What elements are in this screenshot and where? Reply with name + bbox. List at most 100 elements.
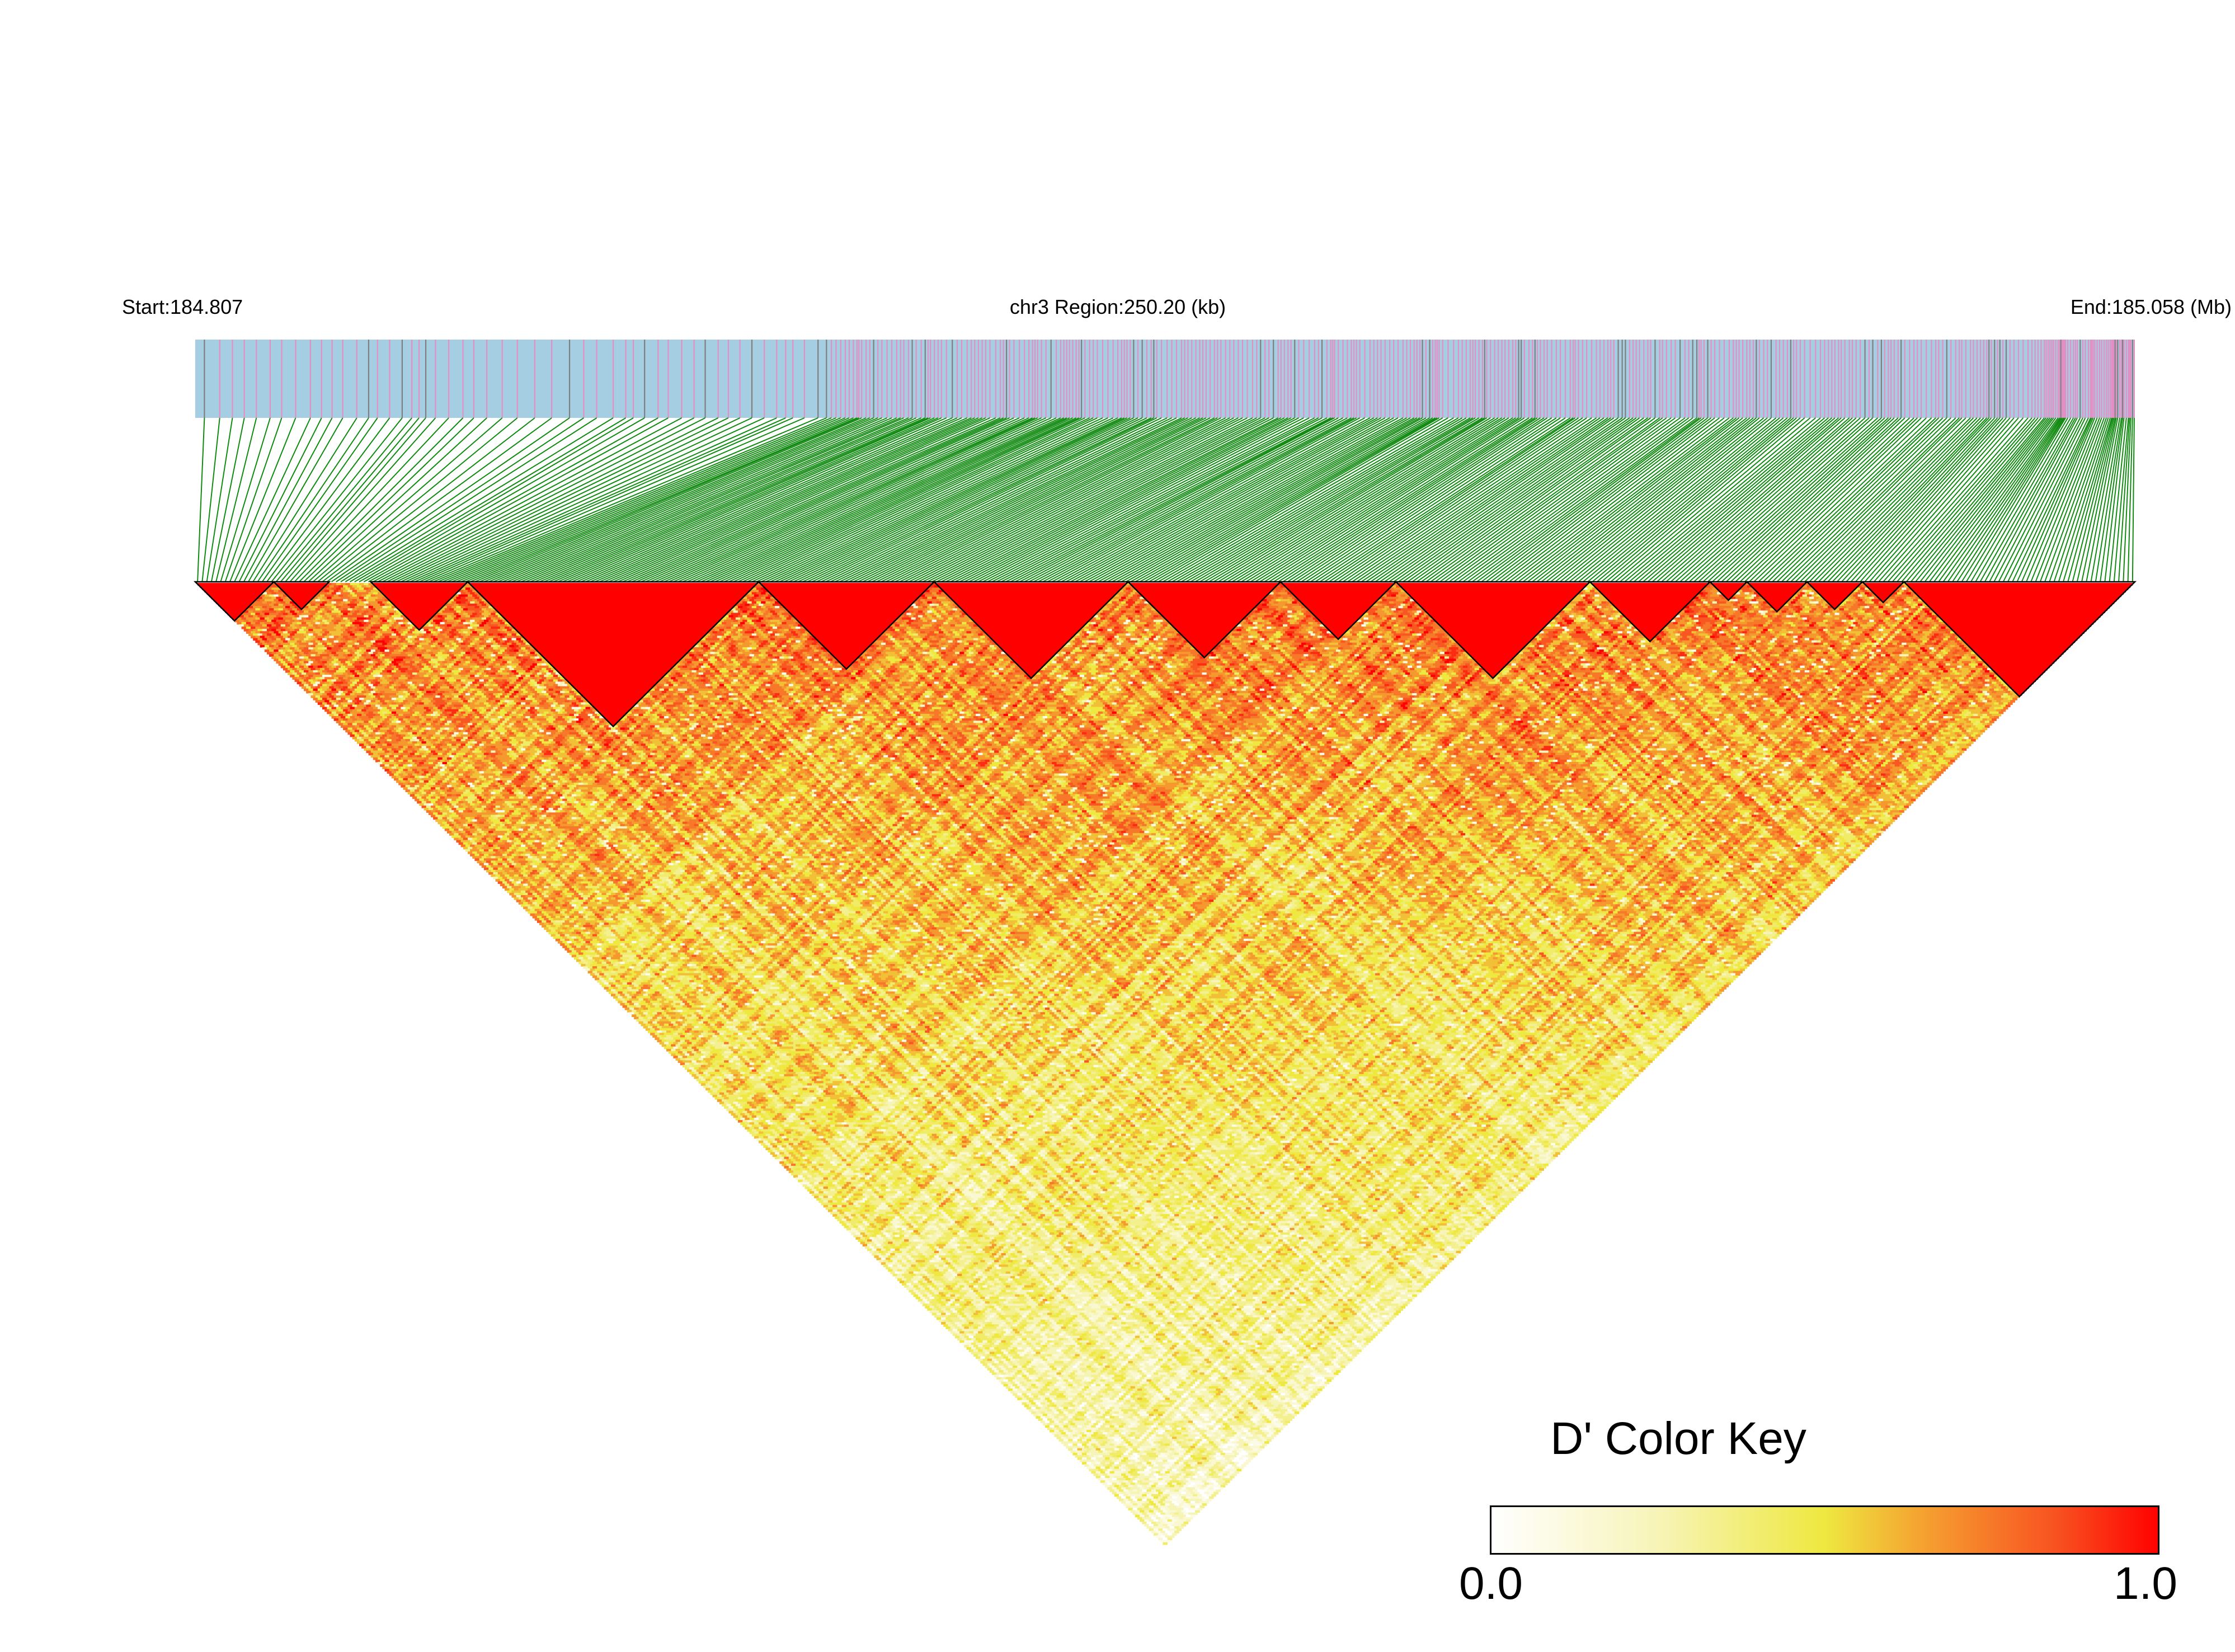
ld-cell	[1754, 624, 1759, 627]
ld-cell	[701, 643, 706, 646]
ld-cell	[1133, 604, 1138, 606]
ld-cell	[419, 643, 429, 646]
ld-cell	[1248, 627, 1253, 629]
ld-cell	[1588, 610, 1597, 613]
ld-cell	[937, 606, 942, 609]
ld-cell	[283, 590, 321, 592]
ld-cell	[1916, 592, 2124, 595]
ld-cell	[387, 620, 392, 623]
ld-cell	[1832, 615, 1842, 618]
ld-cell	[338, 608, 344, 611]
ld-cell	[274, 631, 279, 634]
ld-cell	[1151, 641, 1156, 643]
ld-cell	[1874, 601, 1879, 604]
ld-cell	[1687, 618, 1692, 620]
ld-cell	[322, 601, 327, 604]
ld-cell	[297, 613, 302, 615]
ld-cell	[724, 629, 733, 632]
ld-cell	[1340, 641, 1345, 643]
ld-cell	[1763, 610, 1768, 613]
ld-cell	[1394, 610, 1399, 613]
ld-cell	[909, 615, 914, 618]
ld-cell	[1703, 638, 1712, 641]
ld-cell	[1352, 643, 1357, 646]
ld-cell	[953, 631, 958, 634]
ld-cell	[736, 627, 741, 629]
ld-cell	[1121, 643, 1131, 646]
ld-cell	[435, 641, 440, 643]
ld-cell	[1100, 641, 1105, 643]
ld-cell	[369, 587, 374, 590]
ld-cell	[1267, 636, 1272, 638]
ld-cell	[1756, 604, 1761, 606]
ld-cell	[1895, 595, 1900, 597]
ld-cell	[1135, 601, 1140, 604]
ld-cell	[1740, 633, 1745, 636]
ld-cell	[1112, 615, 1122, 618]
ld-cell	[1273, 597, 1278, 600]
ld-cell	[341, 597, 350, 600]
ld-cell	[779, 629, 784, 632]
ld-cell	[474, 624, 479, 627]
ld-cell	[255, 608, 260, 611]
ld-cell	[288, 622, 293, 625]
ld-cell	[1707, 592, 1712, 595]
ld-cell	[1313, 631, 1318, 634]
ld-cell	[361, 595, 366, 597]
ld-cell	[770, 620, 780, 623]
ld-cell	[1084, 633, 1089, 636]
ld-cell	[1320, 643, 1325, 646]
ld-cell	[472, 599, 477, 602]
ld-cell	[334, 595, 339, 597]
ld-cell	[937, 592, 942, 595]
ld-cell	[953, 599, 1110, 602]
ld-cell	[1715, 631, 1720, 634]
ld-cell	[1163, 643, 1168, 646]
ld-cell	[1696, 613, 1701, 615]
ld-cell	[1803, 627, 1808, 629]
ld-cell	[1154, 615, 1159, 618]
ld-cell	[1276, 627, 1281, 629]
ld-cell	[1874, 606, 1879, 609]
ld-cell	[773, 636, 778, 638]
ld-cell	[948, 613, 953, 615]
ld-cell	[1281, 631, 1286, 634]
ld-cell	[1537, 638, 1542, 641]
ld-cell	[1244, 622, 1249, 625]
ld-cell	[461, 610, 466, 613]
ld-cell	[948, 631, 953, 634]
ld-cell	[1735, 615, 1740, 618]
ld-cell	[1793, 604, 1798, 606]
ld-cell	[267, 615, 276, 618]
ld-cell	[1571, 618, 1577, 620]
ld-cell	[1715, 613, 1720, 615]
ld-cell	[1241, 624, 1251, 627]
ld-cell	[761, 629, 766, 632]
ld-cell	[271, 629, 276, 632]
ld-cell	[334, 604, 339, 606]
ld-cell	[1869, 587, 1897, 590]
ld-cell	[1749, 615, 1754, 618]
ld-cell	[352, 627, 357, 629]
ld-cell	[1825, 627, 1831, 629]
ld-cell	[1098, 615, 1103, 618]
ld-cell	[916, 618, 921, 620]
ld-cell	[939, 618, 944, 620]
ld-cell	[507, 638, 512, 641]
ld-cell	[324, 595, 334, 597]
ld-cell	[1698, 606, 1704, 609]
ld-cell	[740, 627, 745, 629]
ld-cell	[1779, 636, 1784, 638]
ld-cell	[1306, 643, 1311, 646]
ld-cell	[1135, 610, 1140, 613]
ld-cell	[403, 613, 435, 615]
ld-cell	[1103, 615, 1108, 618]
ld-cell	[279, 608, 284, 611]
ld-cell	[1594, 618, 1608, 620]
ld-cell	[260, 613, 265, 615]
ld-cell	[1405, 599, 1410, 602]
ld-cell	[1860, 601, 1865, 604]
ld-cell	[1871, 631, 1881, 634]
ld-cell	[1779, 631, 1789, 634]
ld-cell	[1798, 604, 1803, 606]
